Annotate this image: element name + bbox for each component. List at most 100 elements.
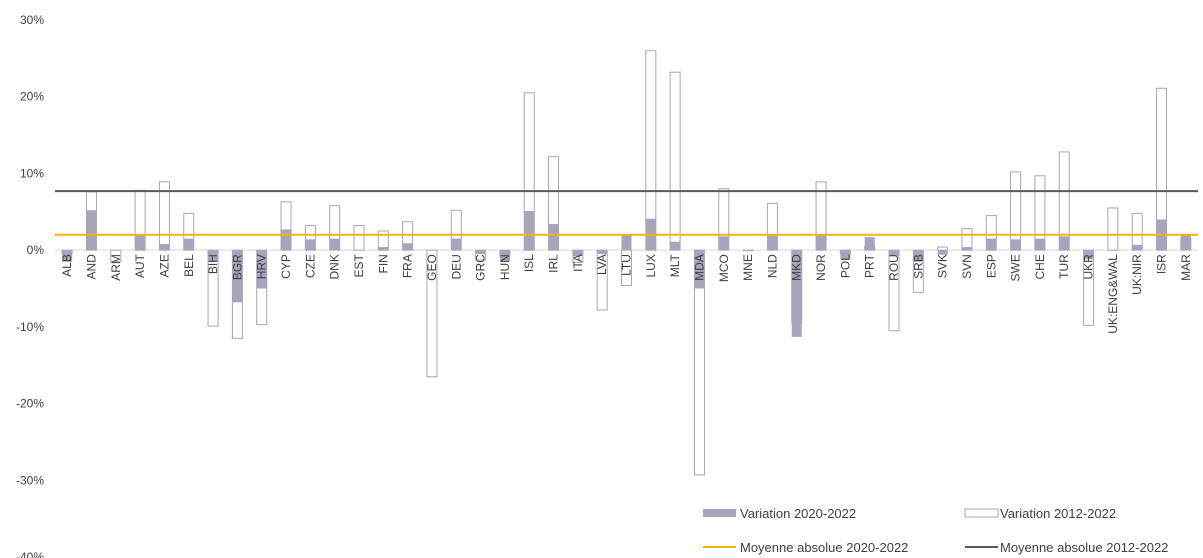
bar-2020-2022 <box>621 234 632 251</box>
bar-2020-2022 <box>718 236 729 251</box>
x-tick-label: BGR <box>230 254 244 280</box>
x-tick-label: UK:NIR <box>1130 254 1144 295</box>
bar-2020-2022 <box>864 237 875 251</box>
bar-2020-2022 <box>791 250 802 337</box>
x-tick-label: DNK <box>328 254 342 279</box>
x-tick-label: MKD <box>790 254 804 281</box>
x-tick-label: CZE <box>303 254 317 278</box>
legend: Variation 2020-2022 Variation 2012-2022 … <box>703 506 1168 555</box>
x-tick-label: IRL <box>547 254 561 273</box>
bar-2020-2022 <box>208 250 219 262</box>
bar-2012-2022 <box>669 71 681 251</box>
bar-2020-2022 <box>670 241 681 251</box>
x-tick-label: BIH <box>206 254 220 274</box>
bar-2020-2022 <box>451 238 462 251</box>
bar-2012-2022 <box>1010 171 1022 251</box>
bar-2020-2022 <box>767 235 778 251</box>
x-tick-label: SRB <box>911 254 925 279</box>
y-tick-label: 20% <box>20 90 44 104</box>
legend-label-avg-2012-2022: Moyenne absolue 2012-2022 <box>1000 540 1168 555</box>
x-tick-label: CYP <box>279 254 293 279</box>
bar-2020-2022 <box>62 250 73 262</box>
legend-label-2020-2022: Variation 2020-2022 <box>740 506 856 521</box>
bar-2020-2022 <box>402 243 413 251</box>
x-tick-label: UKR <box>1082 254 1096 280</box>
x-tick-label: ISR <box>1155 254 1169 274</box>
x-tick-label: AZE <box>157 254 171 277</box>
x-tick-label: SVK <box>936 254 950 278</box>
x-tick-label: FIN <box>376 254 390 273</box>
bar-2012-2022 <box>353 225 365 251</box>
bar-2020-2022 <box>1180 234 1191 251</box>
bar-2020-2022 <box>961 247 972 251</box>
x-tick-label: SVN <box>960 254 974 279</box>
x-tick-label: NLD <box>765 254 779 278</box>
bar-2020-2022 <box>1010 239 1021 251</box>
x-axis-ticks: ALB AND ARM AUT AZE BEL BIH BGR HRV CYP CZE DNK EST F… <box>60 253 1193 333</box>
y-tick-label: 30% <box>20 13 44 27</box>
bar-2020-2022 <box>1034 238 1045 251</box>
x-tick-label: MAR <box>1179 254 1193 281</box>
legend-swatch-2020-2022 <box>703 509 736 517</box>
x-tick-label: SWE <box>1009 254 1023 281</box>
bar-2020-2022 <box>548 224 559 251</box>
bar-2020-2022 <box>159 244 170 251</box>
x-tick-label: HRV <box>255 254 269 279</box>
bar-2020-2022 <box>86 210 97 251</box>
bar-2020-2022 <box>694 250 705 289</box>
bar-2020-2022 <box>986 238 997 251</box>
bar-2020-2022 <box>913 250 924 262</box>
bar-2012-2022 <box>110 249 122 263</box>
y-tick-label: 10% <box>20 166 44 180</box>
bar-2020-2022 <box>840 250 851 260</box>
bar-2020-2022 <box>281 229 292 251</box>
bar-2012-2022 <box>450 209 462 251</box>
bar-2020-2022 <box>1132 244 1143 251</box>
bar-2012-2022 <box>1107 207 1119 251</box>
bar-2012-2022 <box>961 228 973 251</box>
bar-2020-2022 <box>329 238 340 251</box>
bar-2020-2022 <box>1083 250 1094 260</box>
legend-label-avg-2020-2022: Moyenne absolue 2020-2022 <box>740 540 908 555</box>
x-tick-label: GEO <box>425 254 439 281</box>
x-tick-label: MDA <box>692 254 706 281</box>
bar-2020-2022 <box>256 250 267 289</box>
legend-label-2012-2022: Variation 2012-2022 <box>1000 506 1116 521</box>
bar-2012-2022 <box>937 246 949 251</box>
y-tick-label: -10% <box>16 320 44 334</box>
bar-2020-2022 <box>475 250 486 254</box>
bar-2020-2022 <box>135 234 146 251</box>
x-tick-label: LVA <box>595 254 609 275</box>
bar-2020-2022 <box>889 250 900 257</box>
x-tick-label: ARM <box>109 254 123 281</box>
x-tick-label: ESP <box>984 254 998 278</box>
legend-swatch-2012-2022 <box>964 508 999 518</box>
bar-2012-2022 <box>1131 212 1143 251</box>
bar-2020-2022 <box>183 238 194 251</box>
x-tick-label: PRT <box>863 253 877 277</box>
x-tick-label: BEL <box>182 254 196 277</box>
x-tick-label: EST <box>352 253 366 277</box>
x-tick-label: NOR <box>814 254 828 281</box>
x-tick-label: ALB <box>60 254 74 277</box>
bar-2020-2022 <box>305 239 316 251</box>
x-tick-label: UK:ENG&WAL <box>1106 254 1120 334</box>
bar-2020-2022 <box>524 211 535 251</box>
y-tick-label: -20% <box>16 397 44 411</box>
y-tick-label: 0% <box>27 243 45 257</box>
x-tick-label: ROU <box>887 254 901 281</box>
x-tick-label: HUN <box>498 254 512 280</box>
x-tick-label: FRA <box>401 254 415 278</box>
bar-2012-2022 <box>183 212 195 251</box>
x-tick-label: MNE <box>741 254 755 281</box>
x-tick-label: MCO <box>717 254 731 282</box>
x-tick-label: POL <box>838 254 852 278</box>
x-tick-label: ISL <box>522 254 536 272</box>
y-tick-label: -30% <box>16 473 44 487</box>
bar-2020-2022 <box>378 247 389 251</box>
x-tick-label: LTU <box>620 254 634 276</box>
x-tick-label: DEU <box>449 254 463 279</box>
bar-2020-2022 <box>816 234 827 251</box>
x-tick-label: MLT <box>668 253 682 277</box>
